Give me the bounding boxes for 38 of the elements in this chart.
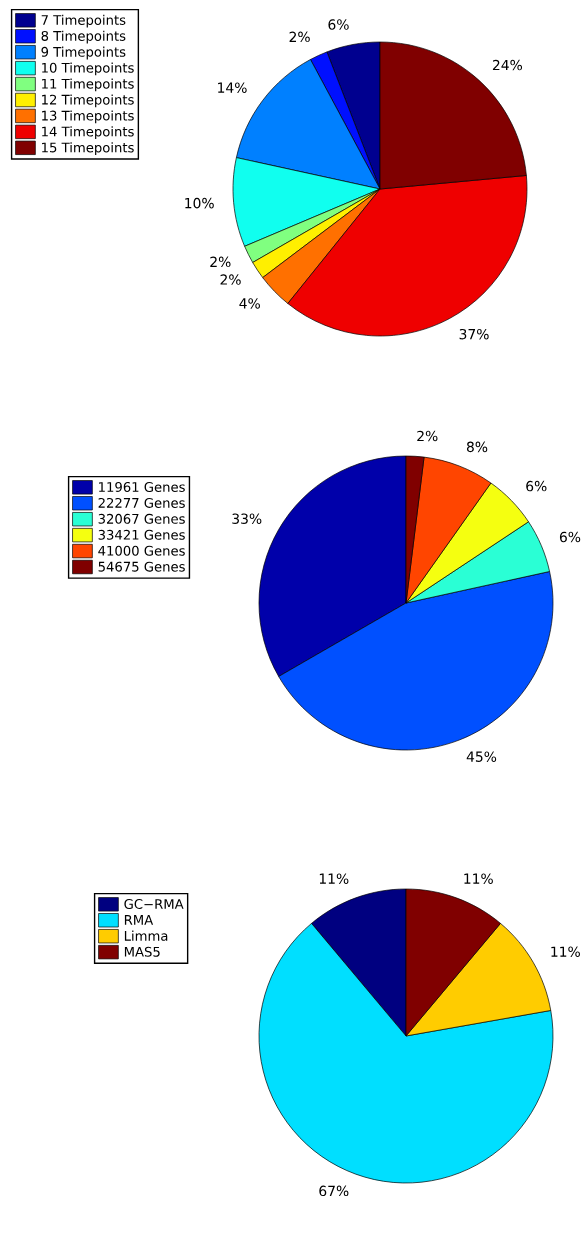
data-label: 8% — [466, 441, 488, 453]
data-label: 24% — [492, 59, 523, 71]
data-label: 6% — [559, 531, 581, 543]
legend-label: 22277 Genes — [98, 497, 185, 508]
data-label: 6% — [328, 19, 349, 30]
legend-label: 10 Timepoints — [42, 62, 134, 76]
data-label: 11% — [464, 873, 493, 884]
legend-label: 13 Timepoints — [42, 110, 134, 124]
data-label: 6% — [526, 480, 547, 492]
data-label: 14% — [218, 82, 247, 93]
legend-label: 32067 Genes — [98, 513, 185, 524]
data-label: 67% — [319, 1185, 349, 1197]
data-label: 2% — [210, 256, 231, 268]
legend-label: 11961 Genes — [99, 481, 185, 492]
legend-label: RMA — [124, 915, 154, 925]
data-label: 37% — [459, 328, 489, 340]
data-label: 10% — [185, 197, 214, 209]
legend-label: 9 Timepoints — [41, 46, 126, 60]
legend-label: 7 Timepoints — [41, 14, 126, 28]
legend-label: 14 Timepoints — [42, 126, 134, 140]
legend-label: GC−RMA — [124, 898, 184, 909]
data-label: 4% — [239, 298, 260, 309]
legend-label: 54675 Genes — [98, 561, 185, 572]
legend-label: MAS5 — [124, 946, 160, 957]
legend-label: 15 Timepoints — [42, 142, 134, 156]
legend-label: 12 Timepoints — [42, 94, 134, 108]
legend-label: 33421 Genes — [98, 529, 185, 540]
data-label: 33% — [232, 513, 262, 524]
data-label: 11% — [551, 946, 580, 957]
legend-label: 41000 Genes — [98, 545, 185, 556]
legend-label: 8 Timepoints — [41, 30, 126, 44]
data-label: 45% — [466, 751, 497, 762]
data-label: 2% — [220, 274, 241, 285]
legend-label: Limma — [124, 930, 168, 941]
data-label: 2% — [289, 31, 310, 43]
legend-label: 11 Timepoints — [42, 78, 134, 92]
data-label: 11% — [319, 873, 349, 884]
data-label: 2% — [417, 430, 438, 442]
